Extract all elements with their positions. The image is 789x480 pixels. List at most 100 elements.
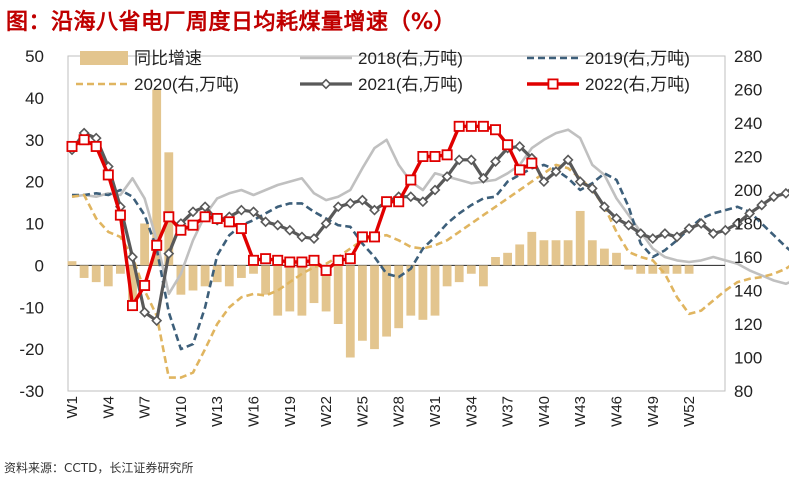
right-axis-tick-label: 280 <box>734 47 762 66</box>
x-axis-tick-label: W13 <box>209 396 226 427</box>
yoy-growth-bar <box>466 265 476 274</box>
right-axis-tick-label: 200 <box>734 181 762 200</box>
series-2022-marker <box>127 300 139 312</box>
x-axis-tick-label: W28 <box>391 396 408 427</box>
series-2022-marker <box>199 211 211 223</box>
yoy-growth-bar <box>515 244 525 266</box>
series-2021-marker <box>417 196 429 208</box>
yoy-growth-bar <box>67 261 77 266</box>
yoy-growth-bar <box>394 265 404 329</box>
yoy-growth-bar <box>152 89 162 266</box>
x-axis-tick-label: W43 <box>572 396 589 427</box>
right-axis-tick-label: 140 <box>734 282 762 301</box>
series-2022-marker <box>66 140 78 152</box>
series-2021-marker <box>308 233 320 245</box>
legend-label: 同比增速 <box>134 49 202 68</box>
left-axis-tick-label: -10 <box>19 298 44 317</box>
yoy-growth-bar <box>103 265 113 287</box>
yoy-growth-bar <box>672 265 682 274</box>
series-2021-marker <box>441 171 453 183</box>
series-2022-marker <box>405 174 417 186</box>
yoy-growth-bar <box>442 265 452 287</box>
left-axis-tick-label: 50 <box>25 47 44 66</box>
x-axis-tick-label: W37 <box>500 396 517 427</box>
series-2022-marker <box>514 164 526 176</box>
series-2022-marker <box>114 209 126 221</box>
series-2022-marker <box>465 120 477 132</box>
right-axis-tick-label: 260 <box>734 81 762 100</box>
yoy-growth-bar <box>200 265 210 287</box>
legend-label: 2022(右,万吨) <box>585 75 690 94</box>
series-2022-marker <box>381 196 393 208</box>
yoy-growth-bar <box>176 265 186 295</box>
series-2022-marker <box>356 231 368 243</box>
yoy-growth-bar <box>648 265 658 274</box>
series-2021-marker <box>163 248 175 260</box>
series-2021-marker <box>453 154 465 166</box>
series-2021-marker <box>586 182 598 194</box>
yoy-growth-bar <box>612 252 621 266</box>
series-2022-marker <box>90 140 102 152</box>
yoy-growth-bar <box>345 265 355 358</box>
series-2021-marker <box>623 219 635 231</box>
series-2022-marker <box>393 196 405 208</box>
series-2021-marker <box>514 141 526 152</box>
series-2021-marker <box>465 154 477 166</box>
series-2022-marker <box>308 254 320 266</box>
series-2021-marker <box>744 208 756 219</box>
yoy-growth-bar <box>249 265 258 274</box>
x-axis-tick-label: W49 <box>645 396 662 427</box>
left-axis-tick-label: 30 <box>25 131 44 150</box>
legend-2021-marker <box>320 78 332 90</box>
series-2022-marker <box>163 211 175 223</box>
yoy-growth-bar <box>430 265 440 316</box>
series-2022-marker <box>211 212 223 224</box>
x-axis-tick-label: W10 <box>173 396 190 427</box>
bar-layer <box>67 89 694 358</box>
x-axis-tick-label: W40 <box>536 396 553 427</box>
legend-label: 2021(右,万吨) <box>358 75 463 94</box>
yoy-growth-bar <box>587 240 597 266</box>
series-2021-marker <box>477 172 489 184</box>
right-axis-tick-label: 120 <box>734 315 762 334</box>
series-2021-marker <box>284 224 296 236</box>
x-axis-tick-label: W7 <box>137 396 154 419</box>
x-axis-tick-label: W19 <box>282 396 299 427</box>
yoy-growth-bar <box>600 248 609 266</box>
series-2021-marker <box>732 218 743 229</box>
series-2022-marker <box>477 120 489 132</box>
series-2021-marker <box>683 223 695 234</box>
right-axis-tick-label: 220 <box>734 148 762 167</box>
series-2020-line <box>71 163 789 379</box>
series-2021-marker <box>550 166 562 178</box>
yoy-growth-bar <box>333 265 343 324</box>
yoy-growth-bar <box>128 265 137 308</box>
yoy-growth-bar <box>164 152 174 266</box>
series-2021-marker <box>574 176 586 188</box>
series-2022-marker <box>102 169 114 181</box>
left-axis-tick-label: 0 <box>35 256 44 275</box>
series-2022-marker <box>235 223 247 235</box>
series-2022-marker <box>344 253 356 265</box>
series-2018-line <box>71 128 789 296</box>
yoy-growth-bar <box>285 265 295 312</box>
yoy-growth-bar <box>261 265 270 295</box>
series-2021-marker <box>248 206 259 218</box>
axis-layer: 50403020100-10-20-3028026024022020018016… <box>19 47 762 427</box>
legend-key-yoy-growth <box>80 51 128 65</box>
x-axis-tick-label: W4 <box>100 396 117 419</box>
left-axis-tick-label: 10 <box>25 215 44 234</box>
series-2021-marker <box>405 191 417 203</box>
x-axis-tick-label: W34 <box>463 396 480 427</box>
yoy-growth-bar <box>309 265 319 304</box>
series-2021-marker <box>332 201 344 213</box>
series-2021-marker <box>611 213 622 224</box>
yoy-growth-bar <box>406 265 416 316</box>
yoy-growth-bar <box>224 265 234 287</box>
yoy-growth-bar <box>418 265 428 320</box>
right-axis-tick-label: 240 <box>734 114 762 133</box>
yoy-growth-bar <box>79 265 89 278</box>
series-2022-marker <box>260 253 272 265</box>
series-2021-marker <box>647 233 659 245</box>
